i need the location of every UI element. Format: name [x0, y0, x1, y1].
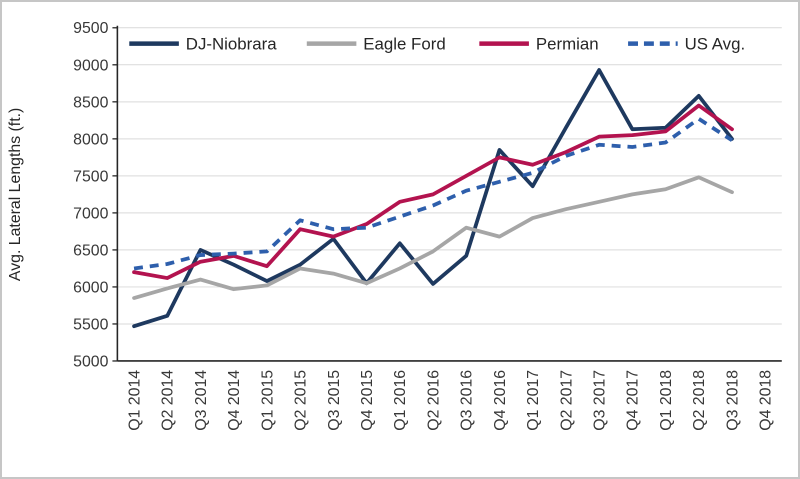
x-axis-tick-label: Q1 2014 [126, 370, 143, 431]
y-axis-tick-label: 7500 [73, 168, 108, 185]
x-axis-tick-label: Q2 2015 [293, 370, 310, 431]
x-axis-tick-label: Q3 2018 [724, 370, 741, 431]
series-line-us-avg- [133, 116, 734, 271]
legend-item-label: US Avg. [685, 35, 746, 54]
x-axis-tick-label: Q2 2016 [425, 370, 442, 431]
x-axis-tick-label: Q2 2018 [691, 370, 708, 431]
y-axis-tick-label: 5500 [73, 316, 108, 333]
y-axis-title: Avg. Lateral Lengths (ft.) [7, 108, 24, 281]
y-axis-tick-label: 9500 [73, 20, 108, 37]
y-axis-tick-label: 9000 [73, 57, 108, 74]
series-line-eagle-ford [132, 175, 734, 300]
x-axis-tick-label: Q4 2018 [758, 370, 775, 431]
x-axis-tick-label: Q4 2016 [492, 370, 509, 431]
series-line-permian [132, 103, 734, 280]
x-axis-tick-label: Q1 2015 [259, 370, 276, 431]
x-axis-tick-label: Q1 2018 [658, 370, 675, 431]
x-axis-tick-label: Q3 2017 [592, 370, 609, 431]
y-axis-tick-label: 7000 [73, 205, 108, 222]
legend-item-label: Permian [536, 35, 599, 54]
series-line-dj-niobrara [132, 68, 734, 329]
y-axis-tick-label: 6000 [73, 279, 108, 296]
legend-item-label: DJ-Niobrara [186, 35, 277, 54]
y-axis-tick-label: 6500 [73, 242, 108, 259]
x-axis-tick-label: Q4 2017 [625, 370, 642, 431]
x-axis-tick-label: Q1 2017 [525, 370, 542, 431]
x-axis-tick-label: Q2 2017 [558, 370, 575, 431]
x-axis-tick-label: Q4 2015 [359, 370, 376, 431]
x-axis-tick-label: Q4 2014 [226, 370, 243, 431]
x-axis-tick-label: Q1 2016 [392, 370, 409, 431]
y-axis-tick-label: 8500 [73, 94, 108, 111]
x-axis-tick-label: Q2 2014 [160, 370, 177, 431]
x-axis-tick-label: Q3 2015 [326, 370, 343, 431]
x-axis-tick-label: Q3 2014 [193, 370, 210, 431]
y-axis-tick-label: 5000 [73, 353, 108, 370]
y-axis-tick-label: 8000 [73, 131, 108, 148]
x-axis-tick-label: Q3 2016 [459, 370, 476, 431]
legend-item-label: Eagle Ford [363, 35, 445, 54]
